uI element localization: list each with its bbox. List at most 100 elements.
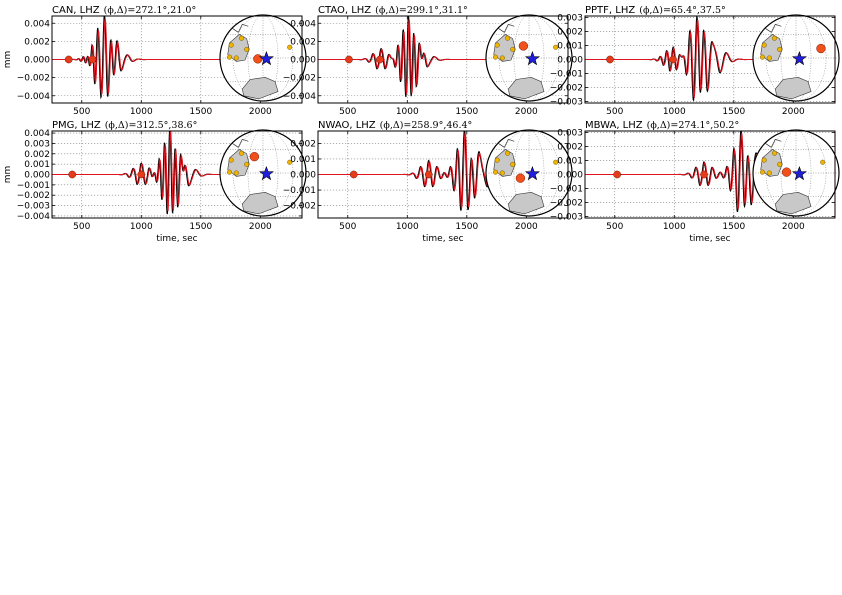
y-tick-label: 0.002: [557, 142, 583, 152]
station-dot: [510, 46, 516, 52]
y-tick-label: 0.000: [557, 171, 583, 181]
antarctica-landmass: [242, 192, 279, 215]
station-dot: [226, 54, 232, 60]
station-dot: [228, 42, 234, 48]
seismogram-panel-5: NWAO, LHZ (ϕ,Δ)=258.9°,46.4° 500 1000 1500 20…: [283, 120, 573, 244]
x-tick-label: 1500: [455, 222, 478, 232]
y-tick-label: 0.002: [290, 37, 316, 47]
y-tick-label: 0.002: [24, 37, 50, 47]
station-dot: [759, 169, 765, 175]
seismogram-panel-3: PPTF, LHZ (ϕ,Δ)=65.4°,37.5° 500 1000 1500 200…: [550, 5, 840, 117]
seismogram-panel-4: PMG, LHZ (ϕ,Δ)=312.5°,38.6° 500 1000 1500 200…: [3, 120, 307, 244]
y-tick-label: 0.000: [290, 56, 316, 66]
x-tick-label: 1000: [396, 107, 419, 117]
station-highlight-dot: [781, 167, 792, 177]
x-tick-label: 500: [73, 222, 90, 232]
station-dot: [761, 157, 767, 163]
station-highlight-dot: [816, 43, 826, 54]
y-tick-label: −0.004: [283, 92, 317, 102]
x-tick-label: 1000: [130, 107, 153, 117]
pick-marker: [424, 170, 433, 179]
station-dot: [233, 55, 239, 61]
x-tick-label: 500: [339, 107, 356, 117]
y-tick-label: 0.001: [24, 160, 50, 170]
x-tick-label: 2000: [249, 107, 272, 117]
seismogram-panel-2: CTAO, LHZ (ϕ,Δ)=299.1°,31.1° 500 1000 1500 20…: [283, 5, 573, 117]
y-tick-label: −0.003: [550, 213, 583, 223]
y-tick-label: −0.004: [17, 212, 51, 222]
x-tick-label: 2000: [515, 222, 538, 232]
y-tick-label: −0.001: [283, 186, 316, 196]
station-dot: [499, 170, 505, 176]
station-dot: [228, 157, 234, 163]
y-tick-label: 0.002: [557, 27, 583, 37]
panel-title: CTAO, LHZ (ϕ,Δ)=299.1°,31.1°: [318, 5, 468, 16]
axes-frame: [584, 130, 836, 219]
station-highlight-dot: [249, 152, 260, 162]
x-tick-label: 1000: [663, 107, 686, 117]
axes-frame: [584, 15, 836, 104]
station-dot: [492, 54, 498, 60]
y-tick-label: −0.002: [283, 74, 316, 84]
x-tick-label: 1500: [455, 107, 478, 117]
station-dot: [238, 35, 244, 41]
x-axis-label: time, sec: [156, 234, 197, 244]
y-tick-label: −0.002: [17, 191, 50, 201]
y-tick-label: −0.001: [550, 70, 583, 80]
station-dot: [761, 42, 767, 48]
station-dot: [777, 161, 783, 167]
pick-marker: [68, 170, 77, 179]
station-dot: [244, 161, 250, 167]
event-star-icon: [791, 51, 807, 66]
x-tick-label: 1500: [189, 222, 212, 232]
y-tick-label: 0.001: [557, 41, 583, 51]
map-inset: [485, 129, 573, 217]
map-inset: [485, 14, 573, 102]
panel-title: PPTF, LHZ (ϕ,Δ)=65.4°,37.5°: [585, 5, 726, 16]
y-tick-label: −0.002: [283, 202, 316, 212]
station-dot: [766, 170, 772, 176]
station-dot: [766, 55, 772, 61]
y-tick-label: 0.000: [290, 171, 316, 181]
seismogram-panel-6: MBWA, LHZ (ϕ,Δ)=274.1°,50.2° 500 1000 1500 20…: [550, 120, 840, 244]
pick-marker: [613, 170, 621, 179]
x-tick-label: 2000: [515, 107, 538, 117]
y-tick-label: 0.003: [24, 139, 50, 149]
y-axis-label: mm: [3, 166, 13, 184]
station-dot: [505, 35, 511, 41]
seismogram-panel-1: CAN, LHZ (ϕ,Δ)=272.1°,21.0° 500 1000 1500 200…: [3, 5, 307, 117]
station-dot: [494, 42, 500, 48]
pick-marker: [669, 55, 677, 64]
y-tick-label: 0.001: [290, 155, 316, 165]
x-axis-label: time, sec: [422, 234, 463, 244]
pick-marker: [64, 55, 73, 64]
station-dot: [510, 161, 516, 167]
panel-title: NWAO, LHZ (ϕ,Δ)=258.9°,46.4°: [318, 120, 472, 131]
station-dot: [505, 150, 511, 156]
y-tick-label: −0.001: [550, 185, 583, 195]
station-dot: [777, 46, 783, 52]
station-dot: [494, 157, 500, 163]
station-highlight-dot: [518, 41, 529, 51]
x-tick-label: 500: [606, 222, 623, 232]
station-dot: [244, 46, 250, 52]
x-axis-label: time, sec: [689, 234, 730, 244]
x-tick-label: 500: [339, 222, 356, 232]
y-tick-label: −0.002: [550, 199, 583, 209]
y-tick-label: 0.004: [290, 19, 316, 29]
y-tick-label: 0.003: [557, 128, 583, 138]
y-tick-label: 0.001: [557, 156, 583, 166]
panel-title: MBWA, LHZ (ϕ,Δ)=274.1°,50.2°: [585, 120, 739, 131]
x-tick-label: 1000: [663, 222, 686, 232]
y-tick-label: −0.002: [550, 84, 583, 94]
station-highlight-dot: [253, 54, 263, 64]
panel-title: CAN, LHZ (ϕ,Δ)=272.1°,21.0°: [52, 5, 196, 16]
axes-frame: [51, 130, 303, 219]
station-dot: [233, 170, 239, 176]
pick-marker: [700, 170, 708, 179]
x-tick-label: 1500: [189, 107, 212, 117]
y-tick-label: −0.003: [17, 202, 50, 212]
event-star-icon: [524, 166, 540, 181]
x-tick-label: 1500: [722, 222, 745, 232]
y-tick-label: −0.002: [17, 74, 50, 84]
